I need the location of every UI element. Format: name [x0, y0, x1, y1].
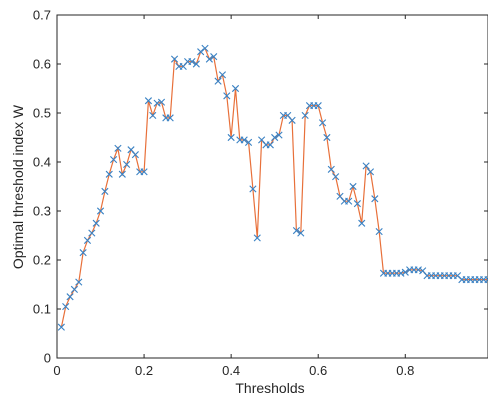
data-point-marker — [192, 60, 200, 68]
data-point-marker — [397, 269, 405, 277]
data-point-marker — [401, 268, 409, 276]
data-point-marker — [114, 144, 122, 152]
data-point-marker — [484, 276, 488, 284]
data-point-marker — [366, 168, 375, 176]
data-point-marker — [345, 197, 353, 205]
x-tick-label: 0.6 — [309, 363, 327, 378]
data-point-marker — [223, 92, 231, 100]
data-point-marker — [83, 236, 92, 244]
data-point-marker — [275, 131, 283, 139]
data-point-marker — [371, 195, 379, 203]
data-point-marker — [227, 133, 235, 142]
data-point-marker — [332, 173, 340, 181]
data-point-marker — [96, 207, 105, 215]
data-point-marker — [157, 98, 166, 106]
data-point-marker — [123, 160, 131, 169]
data-point-marker — [188, 57, 196, 66]
data-point-marker — [166, 114, 174, 122]
plot-area: 0 0.2 0.4 0.6 0.8 0 0.1 0.2 0.3 0.4 0.5 0.6 0.7 — [33, 8, 488, 378]
x-tick-label: 0.8 — [396, 363, 414, 378]
data-point-marker — [253, 234, 261, 242]
data-point-marker — [353, 200, 361, 208]
y-tick-label: 0.3 — [33, 204, 51, 219]
data-point-marker — [205, 55, 213, 63]
x-tick-label: 0.4 — [222, 363, 240, 378]
data-point-marker — [414, 266, 422, 274]
data-point-marker — [110, 155, 118, 164]
data-point-marker — [210, 53, 218, 61]
data-point-marker — [149, 111, 157, 120]
data-point-marker — [118, 170, 126, 178]
data-point-marker — [358, 219, 366, 227]
data-point-marker — [218, 71, 227, 79]
data-point-marker — [244, 138, 253, 146]
data-point-marker — [92, 219, 100, 227]
data-point-marker — [66, 293, 74, 301]
data-point-marker — [197, 48, 205, 56]
y-tick-label: 0.4 — [33, 155, 51, 170]
data-point-marker — [62, 302, 70, 311]
y-tick-label: 0.2 — [33, 253, 51, 268]
data-point-marker — [101, 187, 109, 195]
data-point-marker — [249, 185, 257, 193]
data-point-marker — [362, 162, 370, 170]
axes-box — [56, 14, 488, 359]
data-point-marker — [240, 136, 248, 144]
data-point-marker — [201, 44, 209, 52]
y-tick-label: 0.6 — [33, 57, 51, 72]
data-point-marker — [327, 165, 335, 173]
y-tick-label: 0.1 — [33, 302, 51, 317]
data-point-marker — [140, 168, 148, 176]
data-point-marker — [349, 182, 357, 191]
y-tick-label: 0.5 — [33, 106, 51, 121]
data-point-marker — [153, 99, 161, 107]
data-point-marker — [88, 229, 96, 237]
data-point-marker — [266, 141, 274, 149]
data-point-marker — [271, 133, 279, 142]
data-point-marker — [292, 227, 301, 235]
x-tick-label: 0.2 — [135, 363, 153, 378]
data-point-marker — [301, 111, 309, 120]
x-tick-label: 0 — [53, 363, 60, 378]
data-point-marker — [297, 229, 305, 237]
data-point-marker — [214, 77, 222, 85]
data-point-marker — [231, 84, 240, 93]
data-point-marker — [105, 170, 113, 178]
y-axis-label: Optimal threshold index W — [10, 104, 26, 269]
data-point-marker — [131, 151, 139, 159]
data-point-marker — [314, 102, 322, 110]
data-point-marker — [70, 285, 79, 293]
data-point-marker — [57, 323, 65, 331]
series-line — [60, 47, 488, 328]
data-point-marker — [79, 249, 87, 257]
data-point-marker — [288, 116, 296, 124]
data-point-marker — [318, 119, 327, 127]
y-tick-label: 0 — [44, 351, 51, 366]
data-point-marker — [323, 133, 331, 142]
x-axis-label: Thresholds — [235, 380, 304, 396]
data-point-marker — [75, 278, 83, 286]
data-point-marker — [144, 97, 153, 105]
data-point-marker — [170, 55, 179, 63]
data-point-marker — [375, 227, 383, 236]
y-tick-label: 0.7 — [33, 8, 51, 23]
